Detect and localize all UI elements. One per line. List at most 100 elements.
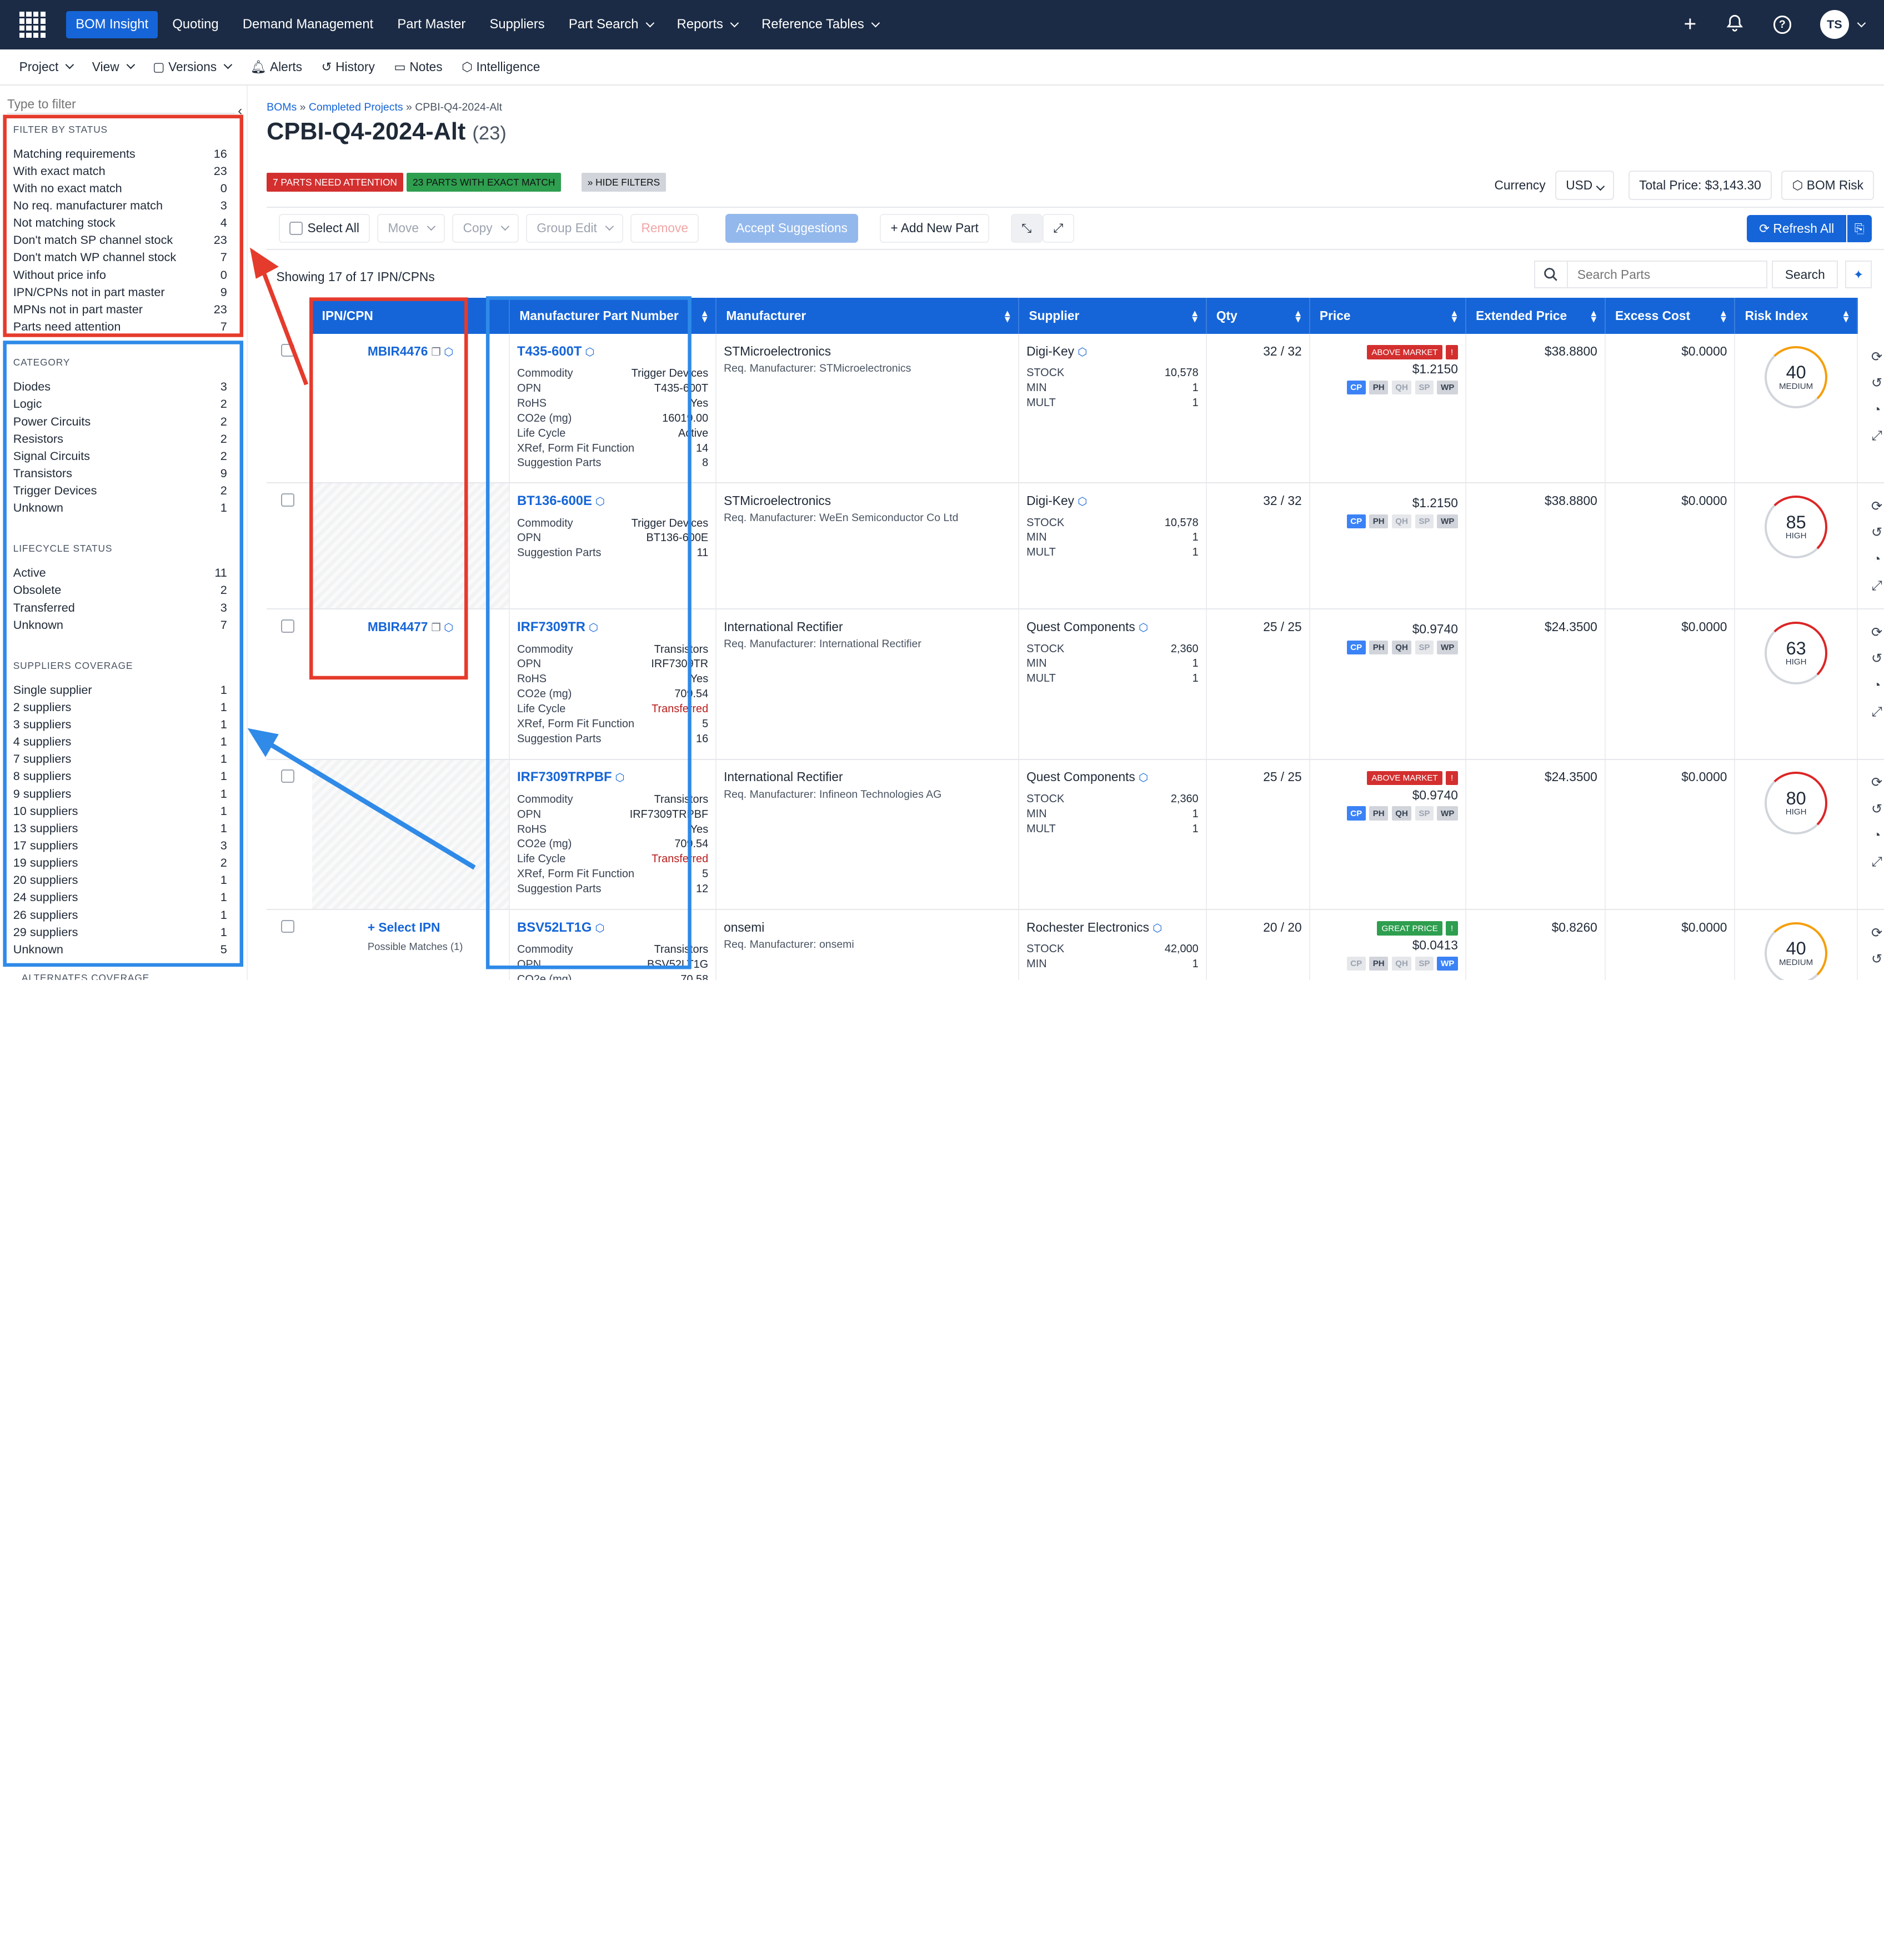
filter-item[interactable]: Obsolete 2 [5,582,242,599]
channel-tag-cp[interactable]: CP [1346,640,1366,655]
currency-select[interactable]: USD [1555,171,1614,200]
channel-tag-qh[interactable]: QH [1391,514,1412,529]
refresh-icon[interactable]: ⟳ [1871,349,1882,364]
history-icon[interactable]: ↺ [1871,651,1882,667]
bom-risk-button[interactable]: ⬡ BOM Risk [1781,171,1875,200]
cube-icon[interactable]: ⬡ [595,922,605,934]
search-icon[interactable] [1534,261,1568,289]
sort-icon[interactable]: ▴ ▾ [702,307,707,324]
risk-gauge[interactable]: 40 MEDIUM [1765,346,1827,409]
filter-item[interactable]: MPNs not in part master 23 [5,301,242,318]
risk-gauge[interactable]: 80 HIGH [1765,772,1827,834]
intelligence-button[interactable]: ⬡ Intelligence [462,59,540,74]
bell-icon[interactable]: ◔ [1872,677,1881,693]
expand-rows-icon[interactable]: ⤢ [1042,213,1074,243]
channel-tag-cp[interactable]: CP [1346,514,1366,529]
view-menu[interactable]: View [92,59,135,74]
col-header-mpn[interactable]: Manufacturer Part Number ▴ ▾ [509,298,717,334]
channel-tag-ph[interactable]: PH [1369,956,1389,971]
hide-filters-button[interactable]: » HIDE FILTERS [581,173,666,192]
table-row[interactable]: MBIR4476 ❐ ⬡ T435-600T ⬡ Commodity Trigger … [267,334,1884,484]
filter-item[interactable]: Unknown 7 [5,616,242,633]
accept-suggestions-button[interactable]: Accept Suggestions [725,213,859,243]
sort-icon[interactable]: ▴ ▾ [1721,307,1726,324]
bell-icon[interactable]: ◔ [1872,402,1881,417]
col-header-extended-price[interactable]: Extended Price ▴ ▾ [1465,298,1606,334]
refresh-all-button[interactable]: ⟳ Refresh All [1747,214,1846,242]
col-header-excess-cost[interactable]: Excess Cost ▴ ▾ [1605,298,1736,334]
help-icon[interactable]: ? [1773,16,1792,34]
qty[interactable]: 20 / 20 [1206,909,1310,980]
filter-item[interactable]: Active 11 [5,564,242,582]
qty[interactable]: 32 / 32 [1206,483,1310,610]
bell-icon[interactable] [1725,13,1745,36]
filter-item[interactable]: Unknown 1 [5,499,242,517]
cube-icon[interactable]: ⬡ [440,346,454,358]
chevron-down-icon[interactable] [1857,18,1866,27]
filter-item[interactable]: Logic 2 [5,396,242,413]
bell-icon[interactable]: ◔ [1865,973,1884,980]
nav-bom-insight[interactable]: BOM Insight [66,11,158,39]
row-checkbox[interactable] [281,493,294,507]
channel-tag-qh[interactable]: QH [1391,956,1412,971]
filter-item[interactable]: Power Circuits 2 [5,413,242,430]
filter-item[interactable]: With exact match 23 [5,162,242,179]
nav-suppliers[interactable]: Suppliers [480,11,554,39]
filter-item[interactable]: 19 suppliers 2 [5,854,242,872]
bell-icon[interactable]: ◔ [1872,828,1881,843]
filter-item[interactable]: 10 suppliers 1 [5,802,242,819]
filter-item[interactable]: Signal Circuits 2 [5,447,242,464]
refresh-icon[interactable]: ⟳ [1871,775,1882,791]
history-icon[interactable]: ↺ [1871,525,1882,541]
channel-tag-ph[interactable]: PH [1369,514,1389,529]
copy-icon[interactable]: ❐ [431,621,441,634]
channel-tag-qh[interactable]: QH [1391,380,1412,395]
channel-tag-cp[interactable]: CP [1346,380,1366,395]
magic-wand-icon[interactable]: ✦ [1845,261,1872,289]
project-menu[interactable]: Project [19,59,74,74]
notes-button[interactable]: ▭ Notes [394,59,443,74]
channel-tag-ph[interactable]: PH [1369,806,1389,821]
filter-item[interactable]: Matching requirements 16 [5,145,242,162]
cube-icon[interactable]: ⬡ [440,621,454,634]
mpn-link[interactable]: IRF7309TRPBF [517,769,612,785]
nav-demand-management[interactable]: Demand Management [233,11,383,39]
user-avatar[interactable]: TS [1820,10,1849,39]
filter-item[interactable]: 9 suppliers 1 [5,785,242,802]
history-icon[interactable]: ↺ [1871,952,1882,967]
col-header-price[interactable]: Price ▴ ▾ [1309,298,1466,334]
risk-gauge[interactable]: 63 HIGH [1765,622,1827,684]
filter-item[interactable]: 2 suppliers 1 [5,698,242,716]
possible-matches[interactable]: Possible Matches (1) [367,941,463,953]
supplier-name[interactable]: Digi-Key ⬡ [1026,343,1088,358]
filter-input[interactable] [7,94,236,114]
qty[interactable]: 32 / 32 [1206,334,1310,484]
checkbox[interactable] [289,222,303,235]
channel-tag-wp[interactable]: WP [1437,514,1458,529]
table-row[interactable]: MBIR4477 ❐ ⬡ IRF7309TR ⬡ Commodity Transist… [267,609,1884,760]
alerts-button[interactable]: 🔔︎ Alerts [250,59,303,74]
col-header-supplier[interactable]: Supplier ▴ ▾ [1019,298,1207,334]
sort-icon[interactable]: ▴ ▾ [1295,307,1301,324]
channel-tag-sp[interactable]: SP [1415,956,1434,971]
sort-icon[interactable]: ▴ ▾ [1005,307,1010,324]
collapse-rows-icon[interactable]: ⤡ [1011,213,1043,243]
crumb-boms[interactable]: BOMs [267,101,297,113]
channel-tag-qh[interactable]: QH [1391,640,1412,655]
add-new-part-button[interactable]: + Add New Part [880,213,990,243]
history-icon[interactable]: ↺ [1871,801,1882,817]
mpn-link[interactable]: IRF7309TR [517,619,585,634]
filter-item[interactable]: 7 suppliers 1 [5,751,242,768]
row-checkbox[interactable] [281,619,294,633]
supplier-name[interactable]: Quest Components ⬡ [1026,619,1149,634]
supplier-name[interactable]: Rochester Electronics ⬡ [1026,919,1163,934]
col-header-qty[interactable]: Qty ▴ ▾ [1206,298,1310,334]
sort-icon[interactable]: ▴ ▾ [1843,307,1848,324]
exact-match-badge[interactable]: 23 PARTS WITH EXACT MATCH [407,173,562,192]
filter-item[interactable]: With no exact match 0 [5,179,242,197]
row-checkbox[interactable] [281,919,294,933]
filter-item[interactable]: Trigger Devices 2 [5,482,242,499]
channel-tag-ph[interactable]: PH [1369,640,1389,655]
filter-item[interactable]: IPN/CPNs not in part master 9 [5,283,242,301]
filter-item[interactable]: 8 suppliers 1 [5,768,242,785]
